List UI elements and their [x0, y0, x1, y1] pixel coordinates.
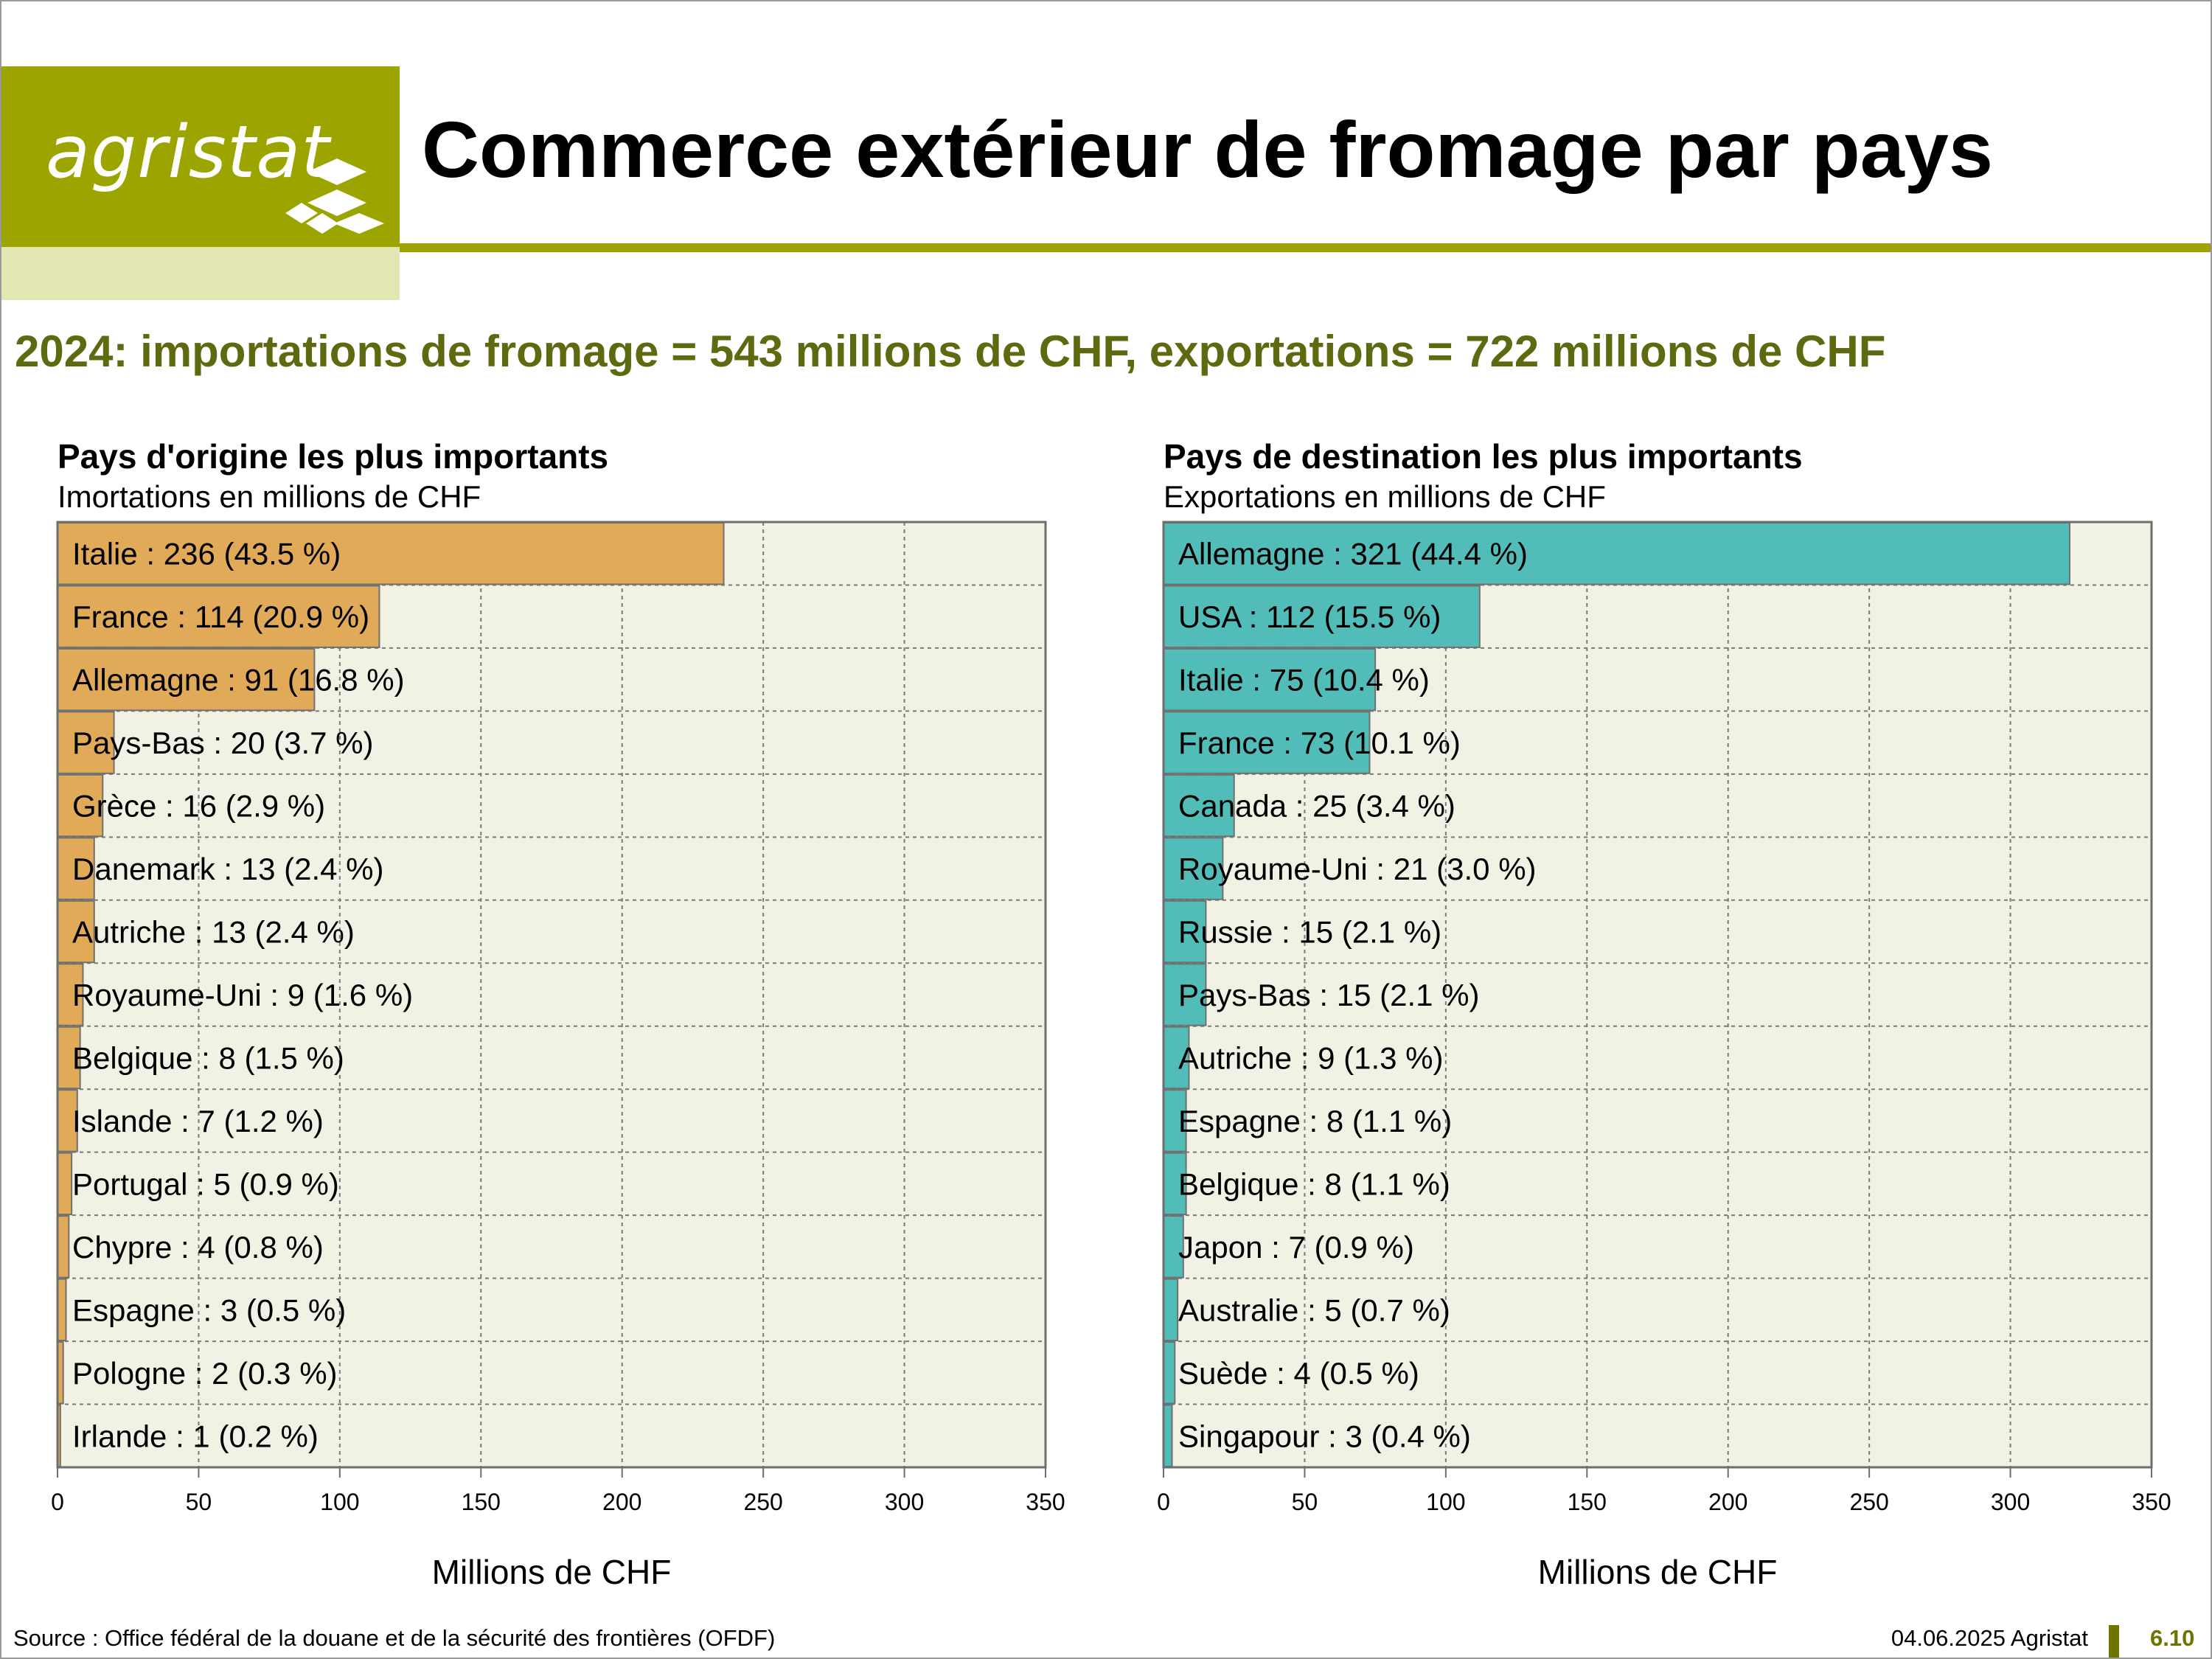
exports-data-label: Australie : 5 (0.7 %): [1178, 1293, 1450, 1327]
imports-tick-label: 100: [320, 1489, 359, 1515]
exports-data-label: Autriche : 9 (1.3 %): [1178, 1040, 1443, 1075]
imports-data-label: Islande : 7 (1.2 %): [72, 1104, 324, 1138]
page-subtitle: 2024: importations de fromage = 543 mill…: [15, 327, 1886, 376]
imports-tick-label: 50: [186, 1489, 212, 1515]
exports-bar: [1163, 1404, 1173, 1467]
imports-plot-border: [56, 521, 1047, 1469]
exports-tick-label: 300: [1991, 1489, 2030, 1515]
exports-tick-label: 200: [1708, 1489, 1747, 1515]
imports-data-label: France : 114 (20.9 %): [72, 599, 369, 634]
agristat-logo: agristat: [1, 66, 400, 247]
imports-data-label: Espagne : 3 (0.5 %): [72, 1293, 346, 1327]
exports-data-label: Pays-Bas : 15 (2.1 %): [1178, 978, 1480, 1012]
exports-data-label: Russie : 15 (2.1 %): [1178, 915, 1441, 950]
exports-bar-chart: Allemagne : 321 (44.4 %) USA : 112 (15.5 …: [1157, 521, 2171, 1591]
imports-bar: [57, 711, 115, 774]
logo-text: agristat: [46, 111, 330, 195]
imports-bar: [57, 647, 316, 712]
exports-data-label: Belgique : 8 (1.1 %): [1178, 1166, 1450, 1201]
imports-bar: [57, 837, 95, 900]
imports-data-label: Pologne : 2 (0.3 %): [72, 1356, 338, 1391]
footer-date: 04.06.2025 Agristat: [1891, 1625, 2088, 1651]
imports-x-axis-label: Millions de CHF: [432, 1553, 672, 1591]
page-title: Commerce extérieur de fromage par pays: [422, 105, 1993, 194]
imports-data-label: Royaume-Uni : 9 (1.6 %): [72, 978, 413, 1012]
imports-data-label: Allemagne : 91 (16.8 %): [72, 663, 405, 698]
imports-tick-label: 350: [1026, 1489, 1065, 1515]
exports-bar: [1163, 837, 1224, 900]
imports-bar: [57, 585, 380, 648]
exports-data-label: Italie : 75 (10.4 %): [1178, 663, 1430, 698]
exports-tick-label: 250: [1849, 1489, 1888, 1515]
exports-tick-label: 50: [1292, 1489, 1318, 1515]
exports-data-label: France : 73 (10.1 %): [1178, 726, 1461, 760]
exports-data-label: Espagne : 8 (1.1 %): [1178, 1104, 1452, 1138]
imports-data-label: Belgique : 8 (1.5 %): [72, 1040, 344, 1075]
exports-data-label: USA : 112 (15.5 %): [1178, 599, 1441, 634]
exports-tick-label: 350: [2132, 1489, 2171, 1515]
logo-underlay: [1, 247, 400, 300]
imports-data-label: Danemark : 13 (2.4 %): [72, 852, 384, 886]
exports-bar: [1163, 1026, 1190, 1090]
page-number: 6.10: [2150, 1625, 2195, 1651]
footer-source: Source : Office fédéral de la douane et …: [13, 1625, 776, 1651]
imports-tick-label: 250: [743, 1489, 782, 1515]
logo-diamonds-icon: [285, 159, 384, 234]
imports-tick-label: 150: [462, 1489, 501, 1515]
exports-tick-label: 150: [1568, 1489, 1607, 1515]
exports-data-label: Suède : 4 (0.5 %): [1178, 1356, 1419, 1391]
exports-data-label: Japon : 7 (0.9 %): [1178, 1230, 1414, 1265]
imports-data-label: Portugal : 5 (0.9 %): [72, 1166, 339, 1201]
exports-data-label: Singapour : 3 (0.4 %): [1178, 1419, 1471, 1453]
exports-bar: [1163, 1152, 1187, 1216]
exports-tick-label: 100: [1426, 1489, 1465, 1515]
imports-data-label: Autriche : 13 (2.4 %): [72, 915, 355, 950]
imports-tick-label: 0: [51, 1489, 64, 1515]
imports-bar: [57, 900, 95, 964]
exports-bar: [1163, 585, 1481, 648]
exports-bar: [1163, 773, 1235, 838]
exports-chart-title: Pays de destination les plus importants: [1164, 437, 1803, 476]
imports-bar-chart: Italie : 236 (43.5 %) France : 114 (20.9 …: [51, 521, 1065, 1591]
imports-data-label: Grèce : 16 (2.9 %): [72, 789, 325, 824]
exports-bar: [1163, 522, 2070, 585]
imports-bar: [57, 522, 725, 585]
exports-x-axis-label: Millions de CHF: [1538, 1553, 1778, 1591]
exports-data-label: Canada : 25 (3.4 %): [1178, 789, 1455, 824]
imports-tick-label: 300: [885, 1489, 924, 1515]
exports-bar: [1163, 1341, 1176, 1405]
footer-divider: [2109, 1625, 2119, 1658]
imports-chart-subtitle: Imortations en millions de CHF: [58, 479, 481, 514]
exports-chart-subtitle: Exportations en millions de CHF: [1164, 479, 1606, 514]
imports-bar: [57, 1278, 67, 1342]
exports-bar: [1163, 1278, 1179, 1342]
exports-bar: [1163, 647, 1377, 712]
imports-bar: [57, 1215, 70, 1279]
imports-bar: [57, 1152, 73, 1216]
exports-bar: [1163, 963, 1207, 1026]
imports-chart-title: Pays d'origine les plus importants: [58, 437, 609, 476]
exports-data-label: Allemagne : 321 (44.4 %): [1178, 537, 1528, 571]
header-rule: [400, 243, 2211, 252]
imports-data-label: Irlande : 1 (0.2 %): [72, 1419, 319, 1453]
imports-tick-label: 200: [602, 1489, 641, 1515]
exports-tick-label: 0: [1157, 1489, 1170, 1515]
imports-data-label: Italie : 236 (43.5 %): [72, 537, 341, 571]
imports-data-label: Chypre : 4 (0.8 %): [72, 1230, 324, 1265]
exports-data-label: Royaume-Uni : 21 (3.0 %): [1178, 852, 1537, 886]
exports-plot-border: [1162, 521, 2153, 1469]
imports-data-label: Pays-Bas : 20 (3.7 %): [72, 726, 374, 760]
exports-bar: [1163, 900, 1207, 964]
